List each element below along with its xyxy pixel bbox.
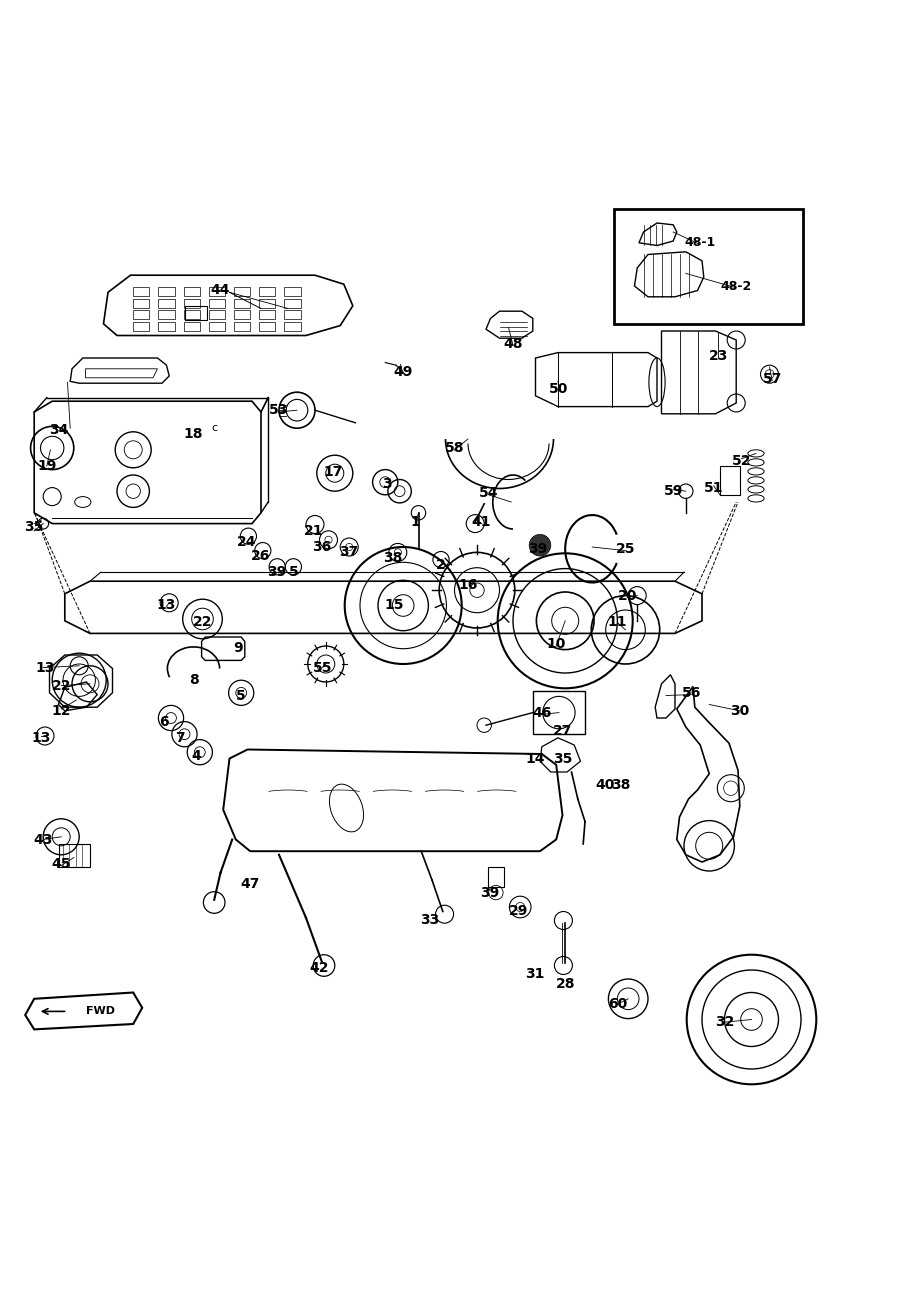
Text: 14: 14 <box>526 752 545 766</box>
Text: 48-2: 48-2 <box>721 279 752 292</box>
Text: 4: 4 <box>192 749 201 762</box>
Text: 46: 46 <box>532 705 552 720</box>
Text: 34: 34 <box>49 422 68 437</box>
Text: 24: 24 <box>237 535 256 549</box>
Text: 28: 28 <box>555 978 575 991</box>
Bar <box>488 867 504 888</box>
Text: 1: 1 <box>411 514 420 528</box>
Text: 25: 25 <box>616 541 635 556</box>
Text: 13: 13 <box>157 598 176 611</box>
Text: 12: 12 <box>51 704 71 718</box>
Text: 23: 23 <box>708 349 728 363</box>
Text: 58: 58 <box>445 441 464 455</box>
Text: 60: 60 <box>608 997 627 1012</box>
Text: 27: 27 <box>553 724 572 738</box>
Text: 52: 52 <box>732 453 752 468</box>
Text: 39: 39 <box>266 565 286 579</box>
Text: 38: 38 <box>611 778 631 792</box>
Text: 13: 13 <box>32 731 51 744</box>
Text: 5: 5 <box>289 565 298 579</box>
Text: 17: 17 <box>323 465 343 479</box>
Text: 44: 44 <box>211 283 230 297</box>
Text: 26: 26 <box>251 549 271 563</box>
Text: 53: 53 <box>269 403 289 417</box>
Text: 51: 51 <box>704 481 724 495</box>
Circle shape <box>529 535 551 556</box>
Text: 16: 16 <box>458 578 478 592</box>
Text: 21: 21 <box>303 523 323 537</box>
Text: 38: 38 <box>382 550 402 565</box>
Bar <box>720 466 740 495</box>
Text: 48-1: 48-1 <box>685 236 716 249</box>
Text: 5: 5 <box>237 690 246 703</box>
Text: 39: 39 <box>528 541 548 556</box>
Text: 6: 6 <box>159 716 168 730</box>
Text: 3: 3 <box>382 477 392 491</box>
Text: 50: 50 <box>549 381 569 395</box>
Text: 10: 10 <box>546 637 566 651</box>
Text: 7: 7 <box>176 731 184 744</box>
Bar <box>614 208 803 324</box>
Text: 9: 9 <box>233 641 242 655</box>
Text: 56: 56 <box>681 686 701 700</box>
Text: FWD: FWD <box>86 1006 115 1017</box>
Bar <box>533 691 585 734</box>
Text: 42: 42 <box>310 961 329 975</box>
Text: 37: 37 <box>339 545 359 559</box>
Text: 8: 8 <box>189 673 198 687</box>
Text: 30: 30 <box>730 704 750 718</box>
Text: 18: 18 <box>184 428 203 442</box>
Text: 15: 15 <box>384 598 404 611</box>
Text: 29: 29 <box>508 903 528 917</box>
Text: 35: 35 <box>24 521 44 534</box>
Text: 19: 19 <box>37 459 57 473</box>
Text: 39: 39 <box>480 885 500 899</box>
Text: 55: 55 <box>312 660 332 674</box>
Text: 31: 31 <box>525 966 544 981</box>
Text: 32: 32 <box>715 1016 734 1030</box>
Text: 22: 22 <box>51 680 71 694</box>
Text: 47: 47 <box>240 877 260 891</box>
Text: 57: 57 <box>762 372 782 386</box>
Text: 33: 33 <box>420 913 440 928</box>
Text: 36: 36 <box>312 540 332 554</box>
Text: 20: 20 <box>617 589 637 602</box>
Text: 11: 11 <box>608 615 627 629</box>
Text: 40: 40 <box>595 778 615 792</box>
Text: 48: 48 <box>503 337 523 350</box>
Text: 35: 35 <box>553 752 572 766</box>
Text: 59: 59 <box>663 484 683 499</box>
Text: 13: 13 <box>35 662 55 676</box>
Text: 22: 22 <box>193 615 212 629</box>
Text: 54: 54 <box>479 486 499 500</box>
Text: 49: 49 <box>393 366 413 380</box>
Text: 41: 41 <box>472 514 491 528</box>
Text: 2: 2 <box>436 558 446 572</box>
Text: 45: 45 <box>51 857 71 871</box>
Text: c: c <box>212 424 217 433</box>
Text: 43: 43 <box>33 832 53 846</box>
Bar <box>58 844 90 867</box>
